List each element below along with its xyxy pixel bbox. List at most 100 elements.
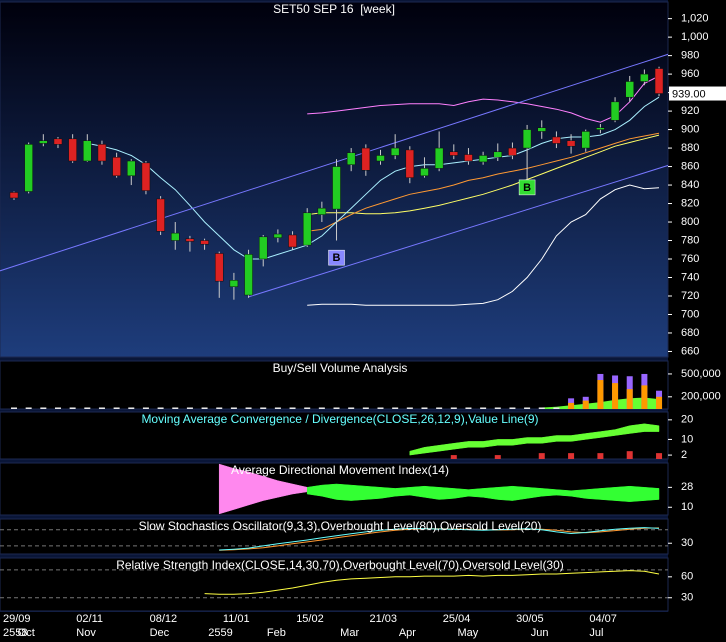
signal-marker xyxy=(518,179,536,196)
candle-body xyxy=(537,127,547,132)
candle-body xyxy=(596,127,605,130)
x-month-label: Apr xyxy=(399,627,416,639)
candle-body xyxy=(346,152,356,165)
bar xyxy=(524,407,531,409)
bar xyxy=(25,407,32,409)
y-tick-label: 920 xyxy=(681,105,699,117)
panel-title: Buy/Sell Volume Analysis xyxy=(273,361,408,375)
y-tick-label: 30 xyxy=(681,592,693,604)
y-tick-label: 960 xyxy=(681,68,699,80)
candle-body xyxy=(273,233,283,238)
x-month-label: Jun xyxy=(531,627,549,639)
bar xyxy=(436,407,443,409)
bar xyxy=(597,453,604,459)
candle-body xyxy=(141,162,151,191)
candle-body xyxy=(361,147,371,171)
bar xyxy=(216,407,223,409)
indicator-line xyxy=(219,527,660,551)
x-tick-label: 11/01 xyxy=(223,613,250,625)
bar xyxy=(40,407,47,409)
y-tick-label: 680 xyxy=(681,327,699,339)
candle-body xyxy=(127,160,136,177)
candle-body xyxy=(508,147,517,156)
candle-body xyxy=(200,240,209,245)
candle-body xyxy=(156,198,165,232)
bar xyxy=(142,407,149,409)
y-tick-label: 900 xyxy=(681,123,699,135)
y-tick-label: 660 xyxy=(681,345,699,357)
panel-title: Moving Average Convergence / Divergence(… xyxy=(141,412,538,426)
bar xyxy=(128,407,135,409)
indicator-line xyxy=(307,184,660,306)
bar xyxy=(553,407,560,409)
panel-plot xyxy=(409,423,663,459)
panel-plot xyxy=(11,373,663,409)
bar xyxy=(450,407,457,409)
candle-body xyxy=(229,280,239,287)
candle-body xyxy=(332,166,341,210)
y-tick-label: 500,000 xyxy=(681,368,721,380)
signal-marker xyxy=(328,249,345,266)
candle-body xyxy=(39,140,48,144)
x-tick-label: 02/11 xyxy=(76,613,103,625)
indicator-line xyxy=(204,570,660,595)
candle-body xyxy=(654,68,664,94)
x-tick-label: 08/12 xyxy=(150,613,178,625)
bar xyxy=(494,455,501,459)
candle-body xyxy=(434,147,444,169)
bar xyxy=(656,453,663,459)
bar xyxy=(245,407,252,409)
y-tick-label: 1,000 xyxy=(681,31,709,43)
x-month-label: Jul xyxy=(589,627,603,639)
bar xyxy=(260,407,267,409)
indicator-band xyxy=(306,483,660,502)
bar xyxy=(465,407,472,409)
bar xyxy=(656,396,663,409)
y-tick-label: 840 xyxy=(681,179,699,191)
x-tick-label: 21/03 xyxy=(370,613,398,625)
x-tick-label: 04/07 xyxy=(589,613,617,625)
x-tick-label: 15/02 xyxy=(296,613,324,625)
y-tick-label: 860 xyxy=(681,160,699,172)
bar xyxy=(626,451,633,459)
x-month-label: Dec xyxy=(150,627,170,639)
bar xyxy=(318,407,325,409)
bar xyxy=(568,453,575,459)
bar xyxy=(450,455,457,459)
bar xyxy=(230,407,237,409)
candle-body xyxy=(24,144,33,192)
bar xyxy=(421,407,428,409)
panel-background xyxy=(0,557,669,612)
y-tick-label: 720 xyxy=(681,290,699,302)
bar xyxy=(406,407,413,409)
candle-body xyxy=(185,238,195,242)
candle-body xyxy=(522,129,532,149)
y-tick-label: 20 xyxy=(681,414,693,426)
panel-title: Average Directional Movement Index(14) xyxy=(231,463,449,477)
last-price-label: 939.00 xyxy=(672,88,706,100)
panel-title: Slow Stochastics Oscillator(9,3,3),Overb… xyxy=(139,519,542,533)
y-tick-label: 760 xyxy=(681,253,699,265)
y-tick-label: 820 xyxy=(681,197,699,209)
candle-body xyxy=(449,151,459,156)
bar xyxy=(274,407,281,409)
x-month-label: Oct xyxy=(18,627,35,639)
bar xyxy=(582,400,589,409)
bar xyxy=(612,383,619,409)
signal-label: B xyxy=(523,182,531,194)
bar xyxy=(377,407,384,409)
bar xyxy=(641,385,648,409)
candle-body xyxy=(625,81,634,98)
x-tick-label: 30/05 xyxy=(516,613,544,625)
candle-body xyxy=(493,151,503,158)
y-tick-label: 700 xyxy=(681,308,699,320)
date-axis-area xyxy=(0,612,726,642)
candle-body xyxy=(258,236,268,260)
bar xyxy=(172,407,179,409)
trend-line xyxy=(248,164,668,298)
candle-body xyxy=(53,138,63,145)
panel-plot xyxy=(0,527,668,551)
panel-plot: BB xyxy=(0,53,668,306)
